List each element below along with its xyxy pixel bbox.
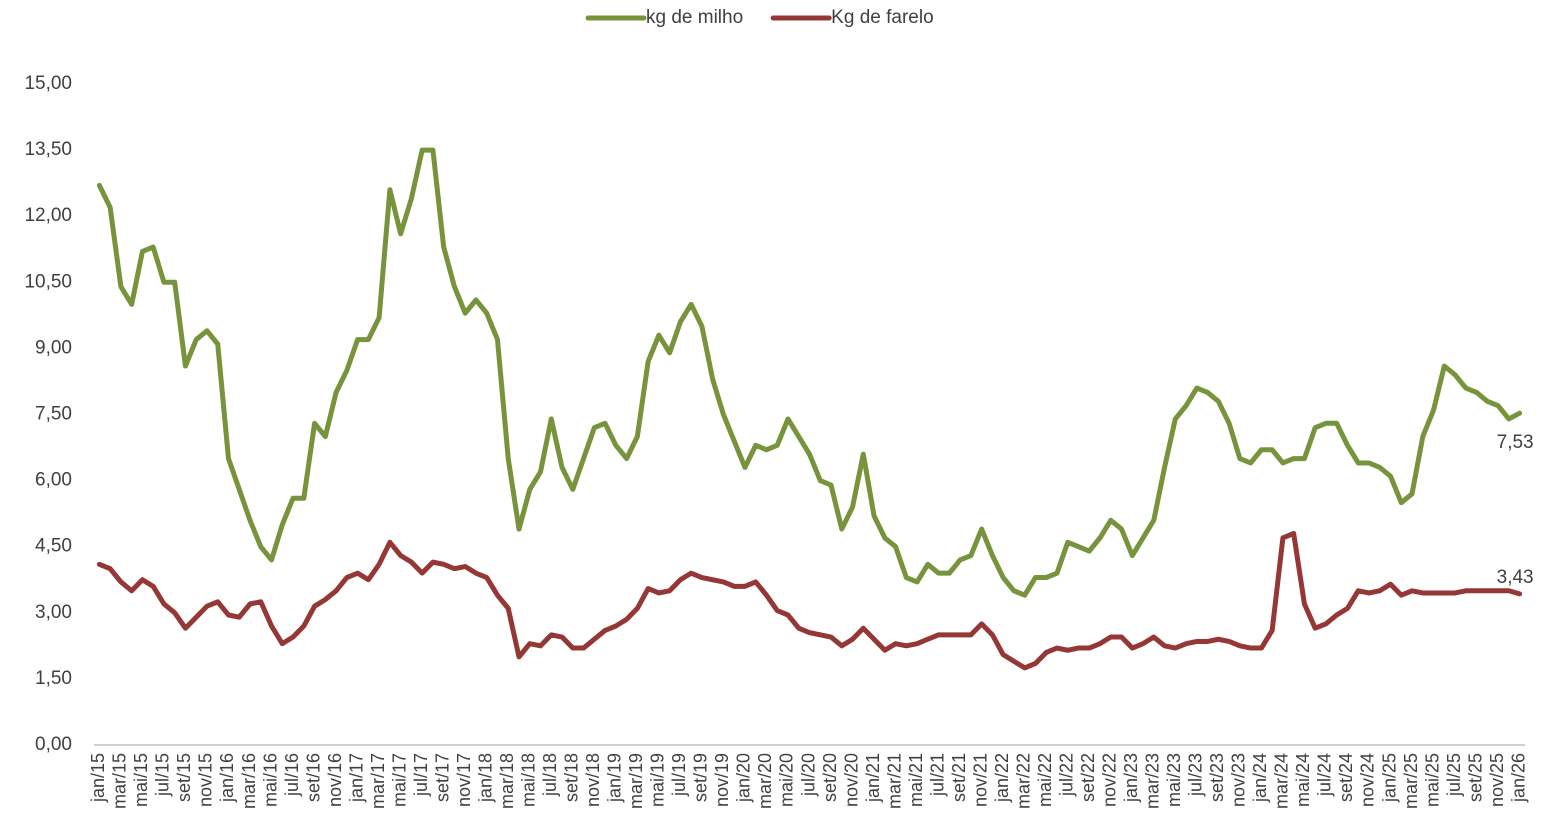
x-tick-label: jul/23 <box>1186 753 1206 797</box>
x-tick-label: mai/23 <box>1164 753 1184 807</box>
x-tick-label: jul/19 <box>669 753 689 797</box>
x-tick-label: mai/25 <box>1422 753 1442 807</box>
x-tick-label: jul/22 <box>1056 753 1076 797</box>
x-tick-label: mai/15 <box>131 753 151 807</box>
x-tick-label: mai/20 <box>777 753 797 807</box>
data-label: 3,43 <box>1497 567 1534 588</box>
series-line <box>96 147 1523 598</box>
series-line <box>96 530 1523 671</box>
y-tick-label: 6,00 <box>35 470 72 491</box>
x-tick-label: nov/25 <box>1487 753 1507 807</box>
x-tick-label: jan/15 <box>88 753 108 803</box>
x-tick-label: mai/16 <box>260 753 280 807</box>
x-tick-label: mai/17 <box>389 753 409 807</box>
x-tick-label: mar/15 <box>110 753 130 809</box>
x-tick-label: set/25 <box>1465 753 1485 802</box>
x-tick-label: mar/21 <box>884 753 904 809</box>
x-tick-label: jul/18 <box>540 753 560 797</box>
y-tick-label: 15,00 <box>24 73 72 94</box>
x-tick-label: mai/21 <box>906 753 926 807</box>
x-tick-label: mar/25 <box>1401 753 1421 809</box>
x-tick-label: mar/20 <box>755 753 775 809</box>
x-tick-label: set/21 <box>949 753 969 802</box>
y-tick-label: 4,50 <box>35 536 72 557</box>
x-tick-label: set/22 <box>1078 753 1098 802</box>
x-tick-label: nov/18 <box>583 753 603 807</box>
x-tick-label: jul/24 <box>1315 753 1335 797</box>
x-tick-label: jan/21 <box>863 753 883 803</box>
x-tick-label: jan/23 <box>1121 753 1141 803</box>
x-tick-label: set/18 <box>562 753 582 802</box>
x-tick-label: jul/20 <box>798 753 818 797</box>
x-tick-label: jul/17 <box>411 753 431 797</box>
x-tick-label: set/24 <box>1336 753 1356 802</box>
x-tick-label: set/15 <box>174 753 194 802</box>
x-tick-label: jan/24 <box>1250 753 1270 803</box>
x-tick-label: mai/22 <box>1035 753 1055 807</box>
x-tick-label: jan/22 <box>992 753 1012 803</box>
x-tick-label: jan/26 <box>1508 753 1528 803</box>
x-tick-label: set/23 <box>1207 753 1227 802</box>
y-tick-label: 7,50 <box>35 404 72 425</box>
x-tick-label: mar/17 <box>368 753 388 809</box>
x-tick-label: jan/25 <box>1379 753 1399 803</box>
x-tick-label: jan/16 <box>217 753 237 803</box>
x-tick-label: jul/25 <box>1444 753 1464 797</box>
x-tick-label: mar/23 <box>1143 753 1163 809</box>
legend-label: kg de milho <box>646 7 743 28</box>
x-tick-label: jul/15 <box>153 753 173 797</box>
x-tick-label: nov/21 <box>970 753 990 807</box>
x-tick-label: nov/20 <box>841 753 861 807</box>
x-tick-label: set/16 <box>303 753 323 802</box>
data-label: 7,53 <box>1497 432 1534 453</box>
y-tick-label: 10,50 <box>24 271 72 292</box>
x-tick-label: nov/19 <box>712 753 732 807</box>
x-tick-label: nov/23 <box>1229 753 1249 807</box>
x-tick-label: mai/24 <box>1293 753 1313 807</box>
x-tick-label: nov/22 <box>1100 753 1120 807</box>
y-tick-label: 3,00 <box>35 602 72 623</box>
y-tick-label: 9,00 <box>35 337 72 358</box>
x-tick-label: nov/17 <box>454 753 474 807</box>
legend-label: Kg de farelo <box>831 7 933 28</box>
x-tick-label: mar/19 <box>626 753 646 809</box>
x-tick-label: jan/19 <box>605 753 625 803</box>
y-tick-label: 0,00 <box>35 734 72 755</box>
x-tick-label: mar/24 <box>1272 753 1292 809</box>
x-tick-label: mai/18 <box>519 753 539 807</box>
x-tick-label: jul/21 <box>927 753 947 797</box>
y-tick-label: 12,00 <box>24 205 72 226</box>
x-tick-label: set/20 <box>820 753 840 802</box>
x-tick-label: jul/16 <box>282 753 302 797</box>
x-tick-label: nov/24 <box>1358 753 1378 807</box>
x-tick-label: jan/17 <box>346 753 366 803</box>
x-tick-label: jan/20 <box>734 753 754 803</box>
x-tick-label: mar/18 <box>497 753 517 809</box>
x-tick-label: nov/15 <box>196 753 216 807</box>
x-tick-label: set/19 <box>691 753 711 802</box>
y-tick-label: 13,50 <box>24 139 72 160</box>
x-tick-label: mar/22 <box>1013 753 1033 809</box>
x-tick-label: mai/19 <box>648 753 668 807</box>
x-tick-label: mar/16 <box>239 753 259 809</box>
x-tick-label: set/17 <box>432 753 452 802</box>
x-tick-label: nov/16 <box>325 753 345 807</box>
y-tick-label: 1,50 <box>35 668 72 689</box>
x-tick-label: jan/18 <box>475 753 495 803</box>
